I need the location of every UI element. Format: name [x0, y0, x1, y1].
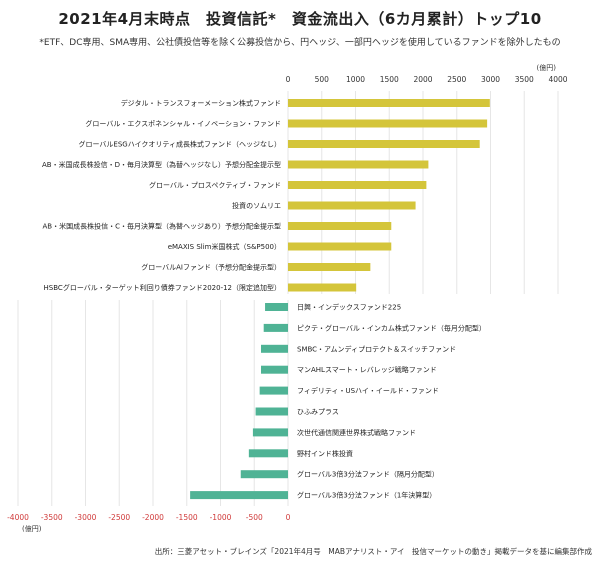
tick-label-bottom: -3000 — [75, 513, 97, 522]
bar-inflow — [288, 222, 392, 230]
chart-title: 2021年4月末時点 投資信託* 資金流出入（6カ月累計）トップ10 — [58, 10, 542, 28]
category-label-inflow: 投資のソムリエ — [232, 201, 281, 210]
category-label-inflow: HSBCグローバル・ターゲット利回り債券ファンド2020-12（限定追加型） — [44, 283, 281, 292]
category-label-outflow: ピクテ・グローバル・インカム株式ファンド（毎月分配型） — [297, 323, 486, 332]
tick-label-top: 500 — [315, 75, 330, 84]
tick-label-bottom: -1000 — [210, 513, 232, 522]
bar-inflow — [288, 181, 427, 189]
category-label-outflow: 野村インド株投資 — [297, 449, 353, 458]
category-label-inflow: eMAXIS Slim米国株式（S&P500） — [168, 242, 281, 251]
category-label-outflow: ひふみプラス — [297, 408, 339, 416]
category-label-outflow: 次世代通信関連世界株式戦略ファンド — [297, 428, 416, 437]
category-label-outflow: SMBC・アムンディプロテクト＆スイッチファンド — [297, 344, 456, 353]
tick-label-bottom: 0 — [286, 513, 291, 522]
category-label-inflow: グローバル・プロスペクティブ・ファンド — [149, 181, 281, 190]
tick-label-top: 1000 — [346, 75, 365, 84]
bar-outflow — [240, 470, 288, 479]
unit-label-bottom: (億円) — [22, 524, 42, 533]
category-label-inflow: AB・米国成長株投信・C・毎月決算型（為替ヘッジあり）予想分配金提示型 — [43, 222, 281, 231]
bar-outflow — [259, 386, 288, 395]
category-label-outflow: フィデリティ・USハイ・イールド・ファンド — [297, 386, 439, 395]
category-label-outflow: 日興・インデックスファンド225 — [297, 303, 401, 312]
bar-outflow — [255, 407, 288, 416]
bar-inflow — [288, 99, 490, 107]
tick-label-bottom: -3500 — [41, 513, 63, 522]
bar-inflow — [288, 119, 488, 128]
category-label-outflow: グローバル3倍3分法ファンド（隔月分配型） — [297, 470, 439, 479]
source-note: 出所：三菱アセット・ブレインズ「2021年4月号 MABアナリスト・アイ 投信マ… — [154, 547, 592, 556]
bar-inflow — [288, 283, 357, 292]
bar-inflow — [288, 201, 416, 210]
bar-outflow — [252, 428, 288, 437]
tick-label-top: 3000 — [481, 75, 500, 84]
tick-label-bottom: -2000 — [142, 513, 164, 522]
tick-label-top: 3500 — [515, 75, 534, 84]
tick-label-top: 4000 — [548, 75, 567, 84]
bar-inflow — [288, 140, 480, 148]
chart-subtitle: *ETF、DC専用、SMA専用、公社債投信等を除く公募投信から、円ヘッジ、一部円… — [39, 38, 561, 48]
bar-inflow — [288, 263, 371, 271]
tick-label-bottom: -500 — [246, 513, 263, 522]
category-label-inflow: グローバルAIファンド（予想分配金提示型） — [141, 263, 281, 272]
bar-inflow — [288, 242, 392, 251]
tick-label-top: 1500 — [380, 75, 399, 84]
bar-outflow — [248, 449, 288, 458]
category-label-outflow: グローバル3倍3分法ファンド（1年決算型） — [297, 491, 436, 500]
bar-inflow — [288, 160, 429, 169]
bar-outflow — [265, 303, 288, 311]
category-label-outflow: マンAHLスマート・レバレッジ戦略ファンド — [297, 365, 437, 374]
bar-outflow — [263, 323, 288, 332]
bar-outflow — [190, 491, 288, 500]
bar-outflow — [261, 365, 288, 374]
tick-label-top: 0 — [286, 75, 291, 84]
unit-label-top: (億円) — [537, 63, 557, 72]
category-label-inflow: AB・米国成長株投信・D・毎月決算型（為替ヘッジなし）予想分配金提示型 — [42, 160, 281, 169]
tick-label-bottom: -1500 — [176, 513, 198, 522]
bar-outflow — [261, 344, 288, 353]
tick-label-top: 2500 — [447, 75, 466, 84]
category-label-inflow: グローバル・エクスポネンシャル・イノベーション・ファンド — [85, 119, 281, 128]
tick-label-bottom: -2500 — [108, 513, 130, 522]
category-label-inflow: グローバルESGハイクオリティ成長株式ファンド（ヘッジなし） — [78, 140, 281, 149]
tick-label-top: 2000 — [413, 75, 432, 84]
tick-label-bottom: -4000 — [7, 513, 29, 522]
category-label-inflow: デジタル・トランスフォーメーション株式ファンド — [121, 99, 281, 108]
